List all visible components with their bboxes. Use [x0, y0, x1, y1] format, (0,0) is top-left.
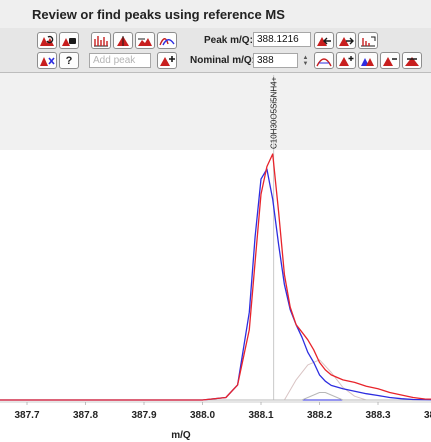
x-tick-label: 388.2	[307, 410, 332, 421]
annotation-label: C10H30O5Si5NH4+	[270, 76, 279, 149]
help-button[interactable]: ?	[59, 52, 79, 69]
x-tick-label: 388.3	[365, 410, 390, 421]
x-tick-label: 388.1	[248, 410, 273, 421]
nominal-mz-input[interactable]	[253, 53, 298, 68]
title-bar: Review or find peaks using reference MS	[0, 0, 431, 28]
x-tick-label: 387.9	[131, 410, 156, 421]
x-axis-title: m/Q	[171, 430, 191, 441]
x-tick-label: 388.0	[190, 410, 215, 421]
help-button-label: ?	[65, 54, 73, 67]
peak-shape-button[interactable]	[157, 32, 177, 49]
window-title: Review or find peaks using reference MS	[32, 7, 285, 22]
peak-remove-button[interactable]	[402, 52, 422, 69]
peak-overlay-button[interactable]	[358, 52, 378, 69]
x-tick-label: 387.8	[73, 410, 98, 421]
series-line-0	[0, 153, 431, 401]
add-reference-peak-button[interactable]	[336, 52, 356, 69]
x-tick-label: 388.4	[424, 410, 431, 421]
nominal-mz-label: Nominal m/Q:	[190, 55, 256, 66]
peak-fit-button[interactable]	[135, 32, 155, 49]
multi-peak-button[interactable]	[91, 32, 111, 49]
next-peak-button[interactable]	[336, 32, 356, 49]
previous-peak-button[interactable]	[314, 32, 334, 49]
x-tick-label: 387.7	[14, 410, 39, 421]
stepper-up-icon[interactable]: ▲	[302, 54, 309, 61]
series-line-1	[0, 168, 431, 401]
peak-width-button[interactable]	[314, 52, 334, 69]
add-peak-input[interactable]	[89, 53, 151, 68]
delete-peak-button[interactable]	[37, 52, 57, 69]
series-line-3	[0, 359, 431, 401]
series-line-2	[0, 392, 431, 401]
peak-capture-button[interactable]	[59, 32, 79, 49]
add-peak-button[interactable]	[157, 52, 177, 69]
peak-mz-input[interactable]	[253, 32, 311, 47]
nominal-mz-stepper[interactable]: ▲ ▼	[301, 53, 310, 68]
label-band	[0, 73, 431, 150]
toolbar: Peak m/Q: ? Nominal m/Q: ▲ ▼	[0, 28, 431, 73]
peak-remove-left-button[interactable]	[380, 52, 400, 69]
stepper-down-icon[interactable]: ▼	[302, 60, 309, 67]
peak-iso-button[interactable]	[358, 32, 378, 49]
peak-refresh-button[interactable]	[37, 32, 57, 49]
peak-mz-label: Peak m/Q:	[204, 35, 253, 46]
mass-spectrum-chart[interactable]: C10H30O5Si5NH4+ 387.7 387.8 387.9 388.0 388.1…	[0, 73, 431, 442]
single-peak-button[interactable]	[113, 32, 133, 49]
